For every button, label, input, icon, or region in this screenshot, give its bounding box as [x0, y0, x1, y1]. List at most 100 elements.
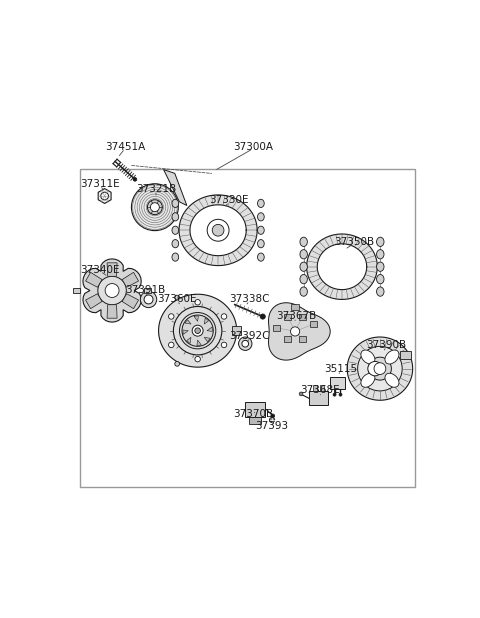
Text: 37330E: 37330E: [209, 195, 249, 206]
Polygon shape: [183, 330, 188, 334]
Polygon shape: [122, 294, 139, 309]
Polygon shape: [83, 259, 141, 322]
Bar: [291, 304, 299, 310]
Circle shape: [271, 414, 275, 418]
Bar: [284, 313, 291, 320]
Text: 37311E: 37311E: [80, 179, 120, 188]
PathPatch shape: [307, 234, 377, 300]
Circle shape: [269, 417, 275, 423]
Bar: [399, 351, 411, 359]
Ellipse shape: [377, 287, 384, 296]
Ellipse shape: [361, 373, 375, 387]
Text: 37321B: 37321B: [136, 184, 176, 193]
Ellipse shape: [172, 226, 179, 234]
Polygon shape: [185, 320, 191, 324]
Bar: [320, 384, 324, 391]
Ellipse shape: [172, 199, 179, 208]
Ellipse shape: [300, 274, 307, 284]
Circle shape: [333, 393, 336, 396]
Circle shape: [105, 284, 119, 297]
Ellipse shape: [377, 262, 384, 271]
Bar: [299, 313, 306, 320]
Polygon shape: [197, 340, 201, 345]
Ellipse shape: [258, 240, 264, 248]
Circle shape: [175, 295, 180, 300]
Bar: [330, 377, 345, 389]
Bar: [81, 169, 415, 487]
Circle shape: [358, 346, 402, 391]
Bar: [144, 287, 151, 294]
Circle shape: [221, 314, 227, 320]
Ellipse shape: [172, 213, 179, 221]
Bar: [299, 336, 306, 342]
Circle shape: [132, 184, 178, 231]
Polygon shape: [107, 263, 117, 276]
Circle shape: [140, 291, 157, 308]
Text: 37451A: 37451A: [105, 142, 145, 151]
Circle shape: [147, 200, 162, 214]
Circle shape: [374, 363, 386, 375]
Circle shape: [290, 327, 300, 336]
Ellipse shape: [258, 213, 264, 221]
Circle shape: [195, 357, 200, 362]
Text: 37391B: 37391B: [125, 285, 165, 295]
Circle shape: [144, 295, 153, 304]
Bar: [309, 391, 328, 405]
Polygon shape: [204, 337, 210, 342]
Ellipse shape: [258, 226, 264, 234]
Circle shape: [195, 300, 200, 305]
Text: 37338C: 37338C: [229, 294, 270, 304]
Polygon shape: [268, 303, 330, 360]
Circle shape: [175, 362, 180, 366]
Text: 37340E: 37340E: [81, 265, 120, 274]
Polygon shape: [164, 169, 187, 206]
Bar: [249, 417, 261, 424]
Text: 37360E: 37360E: [157, 294, 197, 304]
Ellipse shape: [300, 237, 307, 247]
Ellipse shape: [385, 350, 399, 364]
Polygon shape: [158, 294, 237, 367]
Bar: [273, 324, 280, 331]
Polygon shape: [204, 318, 209, 324]
Polygon shape: [107, 305, 117, 318]
Text: 35115: 35115: [324, 363, 357, 374]
Ellipse shape: [300, 287, 307, 296]
Ellipse shape: [258, 199, 264, 208]
Ellipse shape: [361, 350, 375, 364]
Ellipse shape: [300, 262, 307, 271]
Circle shape: [221, 342, 227, 348]
Ellipse shape: [172, 240, 179, 248]
Circle shape: [133, 177, 137, 181]
Circle shape: [192, 325, 203, 336]
Circle shape: [260, 314, 265, 319]
Ellipse shape: [377, 237, 384, 247]
Ellipse shape: [258, 253, 264, 261]
Bar: [73, 287, 81, 294]
Polygon shape: [194, 316, 198, 321]
Bar: [245, 402, 264, 417]
Polygon shape: [85, 294, 102, 309]
Bar: [310, 321, 317, 327]
Circle shape: [182, 315, 213, 346]
Bar: [312, 384, 317, 391]
Polygon shape: [207, 327, 213, 331]
Circle shape: [195, 328, 201, 334]
Circle shape: [239, 337, 252, 350]
Circle shape: [168, 342, 174, 348]
Circle shape: [168, 314, 174, 320]
Circle shape: [101, 192, 108, 200]
Ellipse shape: [377, 274, 384, 284]
Ellipse shape: [300, 250, 307, 259]
Bar: [232, 326, 241, 335]
Circle shape: [98, 276, 126, 305]
Circle shape: [339, 393, 342, 396]
Text: 37350B: 37350B: [334, 237, 374, 247]
Circle shape: [369, 357, 391, 380]
Polygon shape: [85, 273, 102, 287]
Text: 37392C: 37392C: [229, 331, 270, 341]
Ellipse shape: [172, 253, 179, 261]
Circle shape: [242, 341, 249, 347]
PathPatch shape: [179, 195, 257, 266]
Circle shape: [145, 297, 152, 302]
Text: 37393: 37393: [255, 421, 288, 431]
